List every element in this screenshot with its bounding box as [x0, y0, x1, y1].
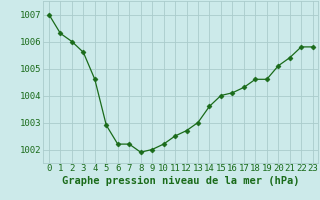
X-axis label: Graphe pression niveau de la mer (hPa): Graphe pression niveau de la mer (hPa) [62, 176, 300, 186]
